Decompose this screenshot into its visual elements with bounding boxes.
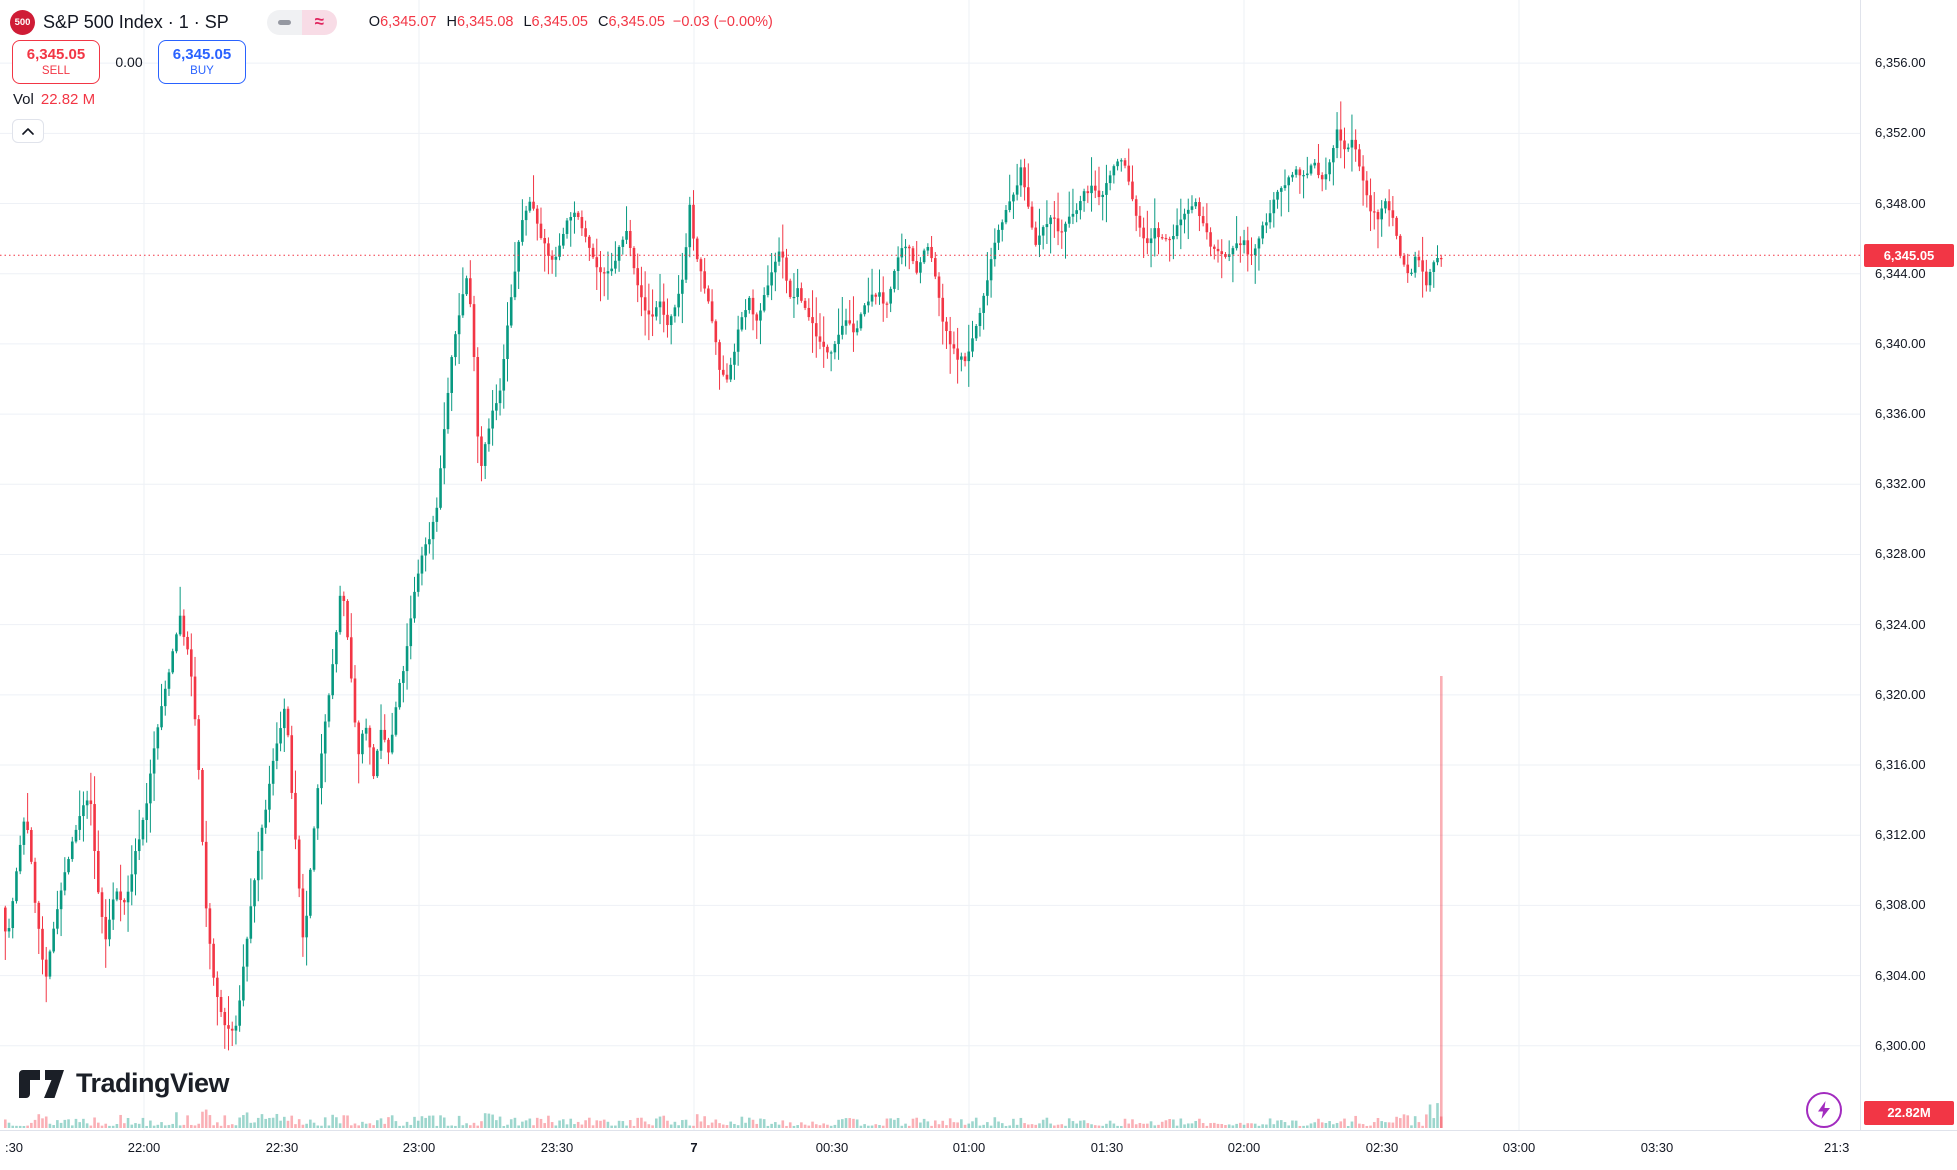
time-axis-label: 03:30 <box>1640 1140 1674 1155</box>
candlestick-chart[interactable] <box>0 0 1860 1130</box>
price-axis-label: 6,300.00 <box>1875 1037 1926 1053</box>
instant-trading-button[interactable] <box>1806 1092 1842 1128</box>
flat-mode-icon[interactable] <box>266 9 302 35</box>
chevron-up-icon <box>22 127 34 135</box>
close-label: C <box>597 14 609 30</box>
price-axis-label: 6,336.00 <box>1875 406 1926 422</box>
price-axis-label: 6,332.00 <box>1875 476 1926 492</box>
symbol-title[interactable]: S&P 500 Index · 1 · SP <box>43 11 229 32</box>
chart-mode-toggle[interactable]: ≈ <box>266 9 337 35</box>
volume-label: Vol <box>13 91 34 108</box>
price-axis-label: 6,312.00 <box>1875 827 1926 843</box>
price-axis-label: 6,340.00 <box>1875 335 1926 351</box>
volume-badge: 22.82M <box>1864 1101 1954 1125</box>
time-axis-label: 01:30 <box>1090 1140 1124 1155</box>
change-value: −0.03 (−0.00%) <box>672 14 773 30</box>
time-axis-label: 02:00 <box>1227 1140 1261 1155</box>
sell-price: 6,345.05 <box>26 45 86 63</box>
buy-label: BUY <box>190 64 214 77</box>
low-value: 6,345.05 <box>531 14 588 30</box>
time-axis-label: 22:00 <box>127 1140 161 1155</box>
time-axis-label: :30 <box>4 1140 24 1155</box>
bar-countdown: 21:3 <box>1824 1140 1850 1155</box>
time-axis-label: 23:00 <box>402 1140 436 1155</box>
time-axis-label: 7 <box>690 1140 698 1155</box>
trade-panel: 6,345.05 SELL 0.00 6,345.05 BUY <box>12 40 246 84</box>
chart-legend: 500 S&P 500 Index · 1 · SP ≈ O 6,345.07 H… <box>10 8 773 36</box>
symbol-logo-icon: 500 <box>10 9 35 35</box>
price-axis-label: 6,328.00 <box>1875 546 1926 562</box>
price-axis-label: 6,324.00 <box>1875 616 1926 632</box>
ohlc-values: O 6,345.07 H 6,345.08 L 6,345.05 C 6,345.05 … <box>369 14 773 30</box>
time-axis-label: 03:00 <box>1502 1140 1536 1155</box>
time-axis-label: 22:30 <box>265 1140 299 1155</box>
sell-button[interactable]: 6,345.05 SELL <box>12 40 100 84</box>
open-label: O <box>368 14 381 30</box>
low-label: L <box>523 14 532 30</box>
price-axis-label: 6,316.00 <box>1875 757 1926 773</box>
close-value: 6,345.05 <box>608 14 665 30</box>
price-axis[interactable]: 6,356.00 6,352.00 6,348.00 6,344.00 6,340.00… <box>1860 0 1957 1130</box>
collapse-panel-button[interactable] <box>12 119 44 143</box>
lightning-bolt-icon <box>1818 1101 1830 1119</box>
open-value: 6,345.07 <box>380 14 437 30</box>
approx-mode-icon[interactable]: ≈ <box>301 9 337 35</box>
buy-button[interactable]: 6,345.05 BUY <box>158 40 246 84</box>
time-axis-label: 02:30 <box>1365 1140 1399 1155</box>
price-axis-label: 6,348.00 <box>1875 195 1926 211</box>
high-label: H <box>446 14 457 30</box>
time-axis-label: 23:30 <box>540 1140 574 1155</box>
time-axis[interactable]: 21:3 :30 22:00 22:30 23:00 23:30 7 00:30 01:00 0… <box>0 1130 1957 1170</box>
tradingview-logo[interactable]: TradingView <box>18 1068 230 1099</box>
price-axis-label: 6,320.00 <box>1875 686 1926 702</box>
last-price-badge: 6,345.05 <box>1864 243 1954 267</box>
volume-readout: Vol 22.82 M <box>13 91 95 108</box>
high-value: 6,345.08 <box>457 14 514 30</box>
time-axis-label: 00:30 <box>815 1140 849 1155</box>
price-axis-label: 6,304.00 <box>1875 967 1926 983</box>
tradingview-mark-icon <box>19 1069 64 1098</box>
tradingview-wordmark: TradingView <box>76 1068 230 1098</box>
price-axis-label: 6,356.00 <box>1875 55 1926 71</box>
buy-price: 6,345.05 <box>172 45 232 63</box>
sell-label: SELL <box>41 64 71 77</box>
spread-value: 0.00 <box>115 54 143 70</box>
time-axis-label: 01:00 <box>952 1140 986 1155</box>
price-axis-label: 6,344.00 <box>1875 265 1926 281</box>
chart-canvas <box>0 0 1860 1130</box>
price-axis-label: 6,308.00 <box>1875 897 1926 913</box>
price-axis-label: 6,352.00 <box>1875 125 1926 141</box>
volume-value: 22.82 M <box>40 91 96 108</box>
